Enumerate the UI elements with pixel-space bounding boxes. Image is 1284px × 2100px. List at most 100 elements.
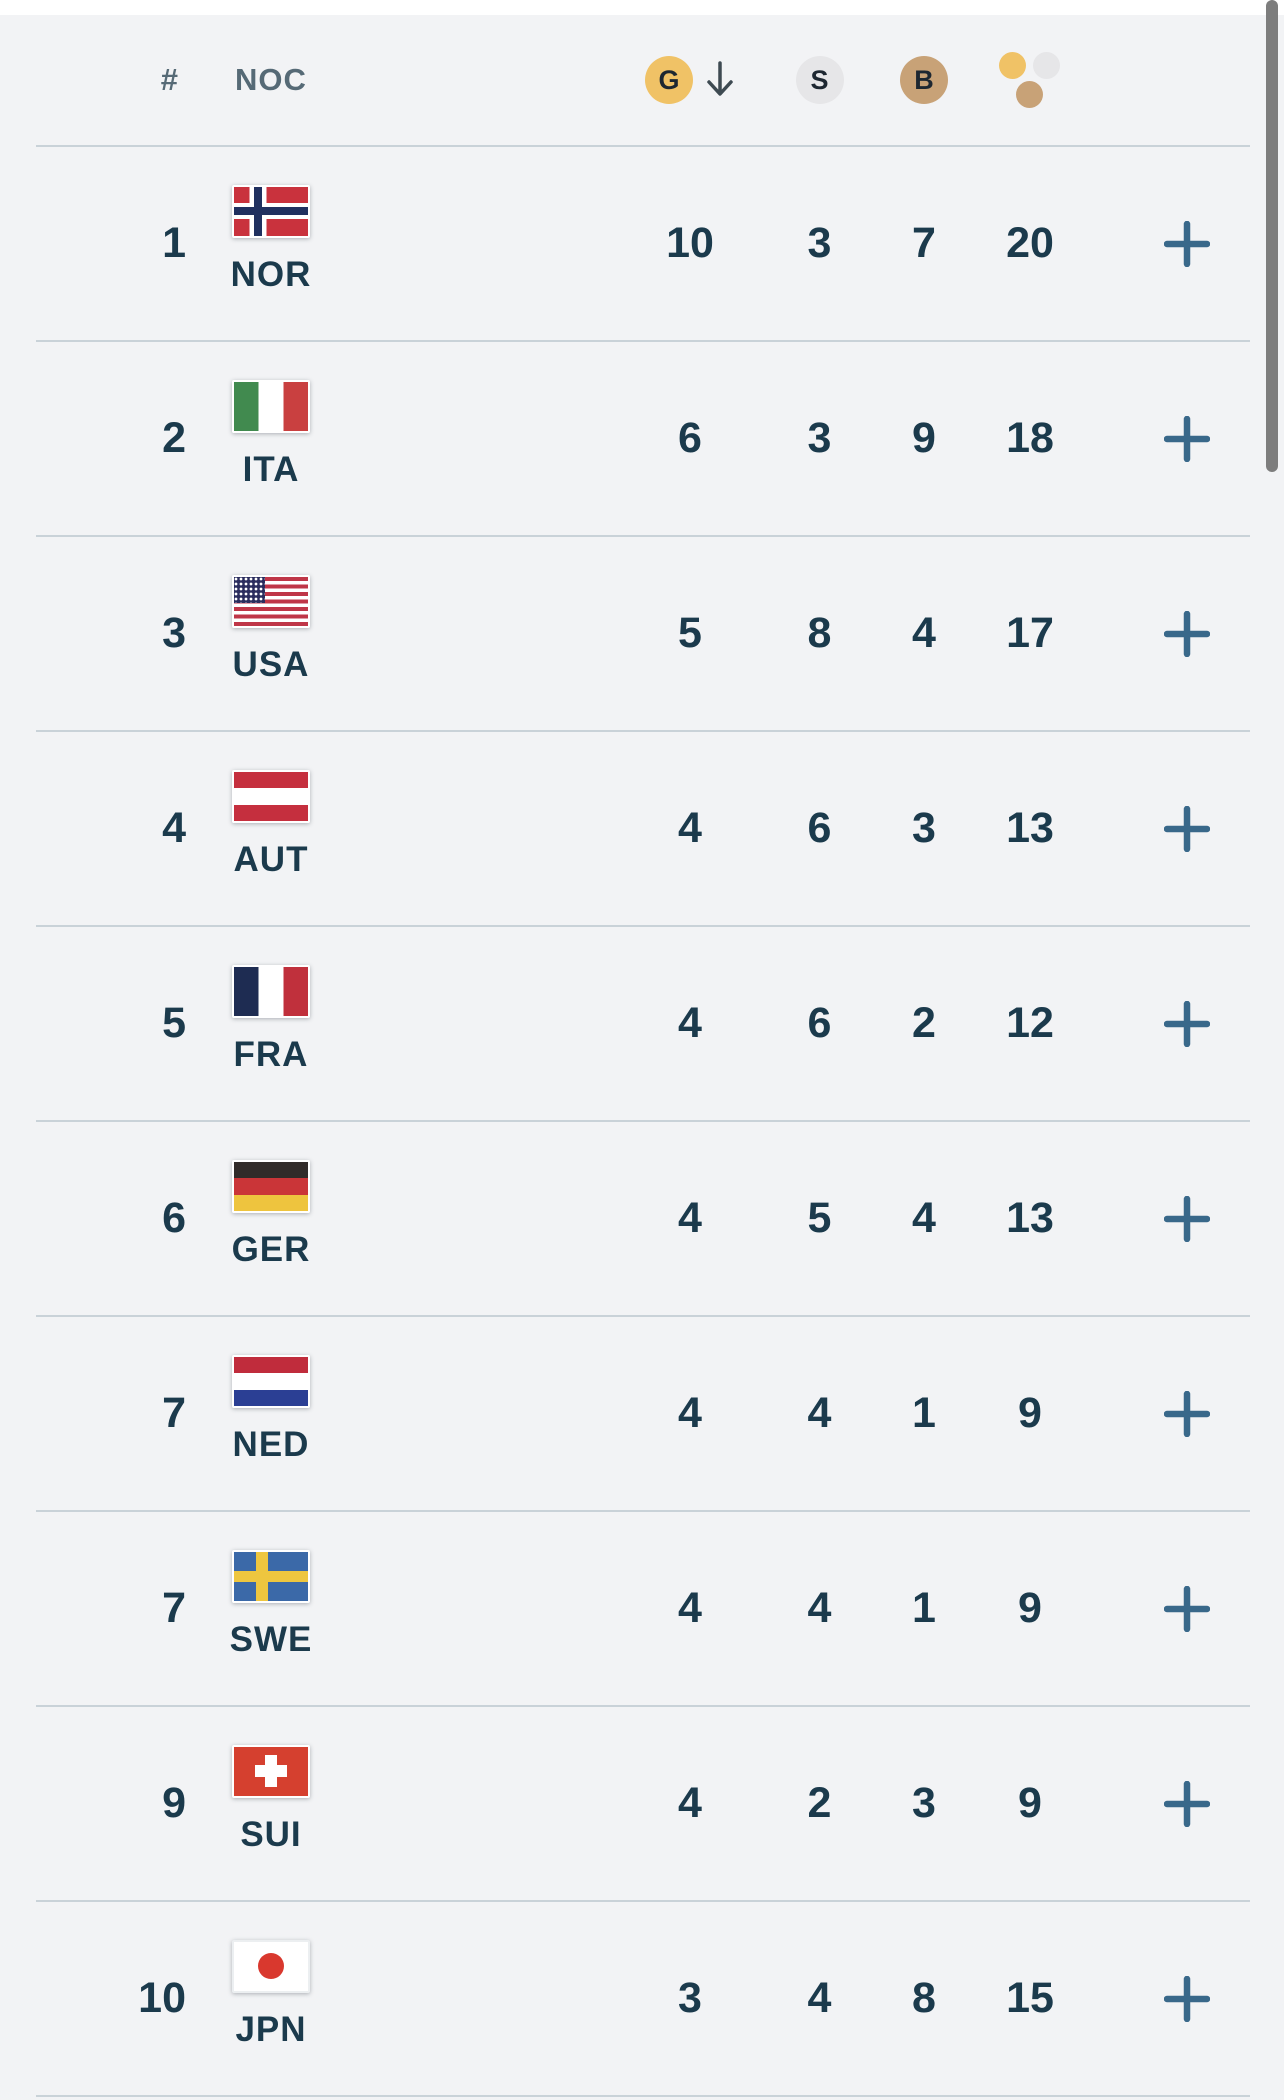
country-flag-icon — [232, 964, 310, 1018]
plus-icon — [1164, 220, 1210, 267]
silver-count: 4 — [807, 1584, 832, 1632]
gold-medal-icon: G — [645, 56, 693, 104]
noc-code: SUI — [240, 1814, 302, 1854]
gold-count: 6 — [678, 414, 702, 462]
table-row: 4 AUT 4 6 3 13 — [36, 730, 1250, 925]
total-count: 9 — [1018, 1584, 1042, 1632]
scrollbar[interactable] — [1266, 0, 1278, 472]
gold-sort-button[interactable]: G — [625, 56, 755, 104]
noc-code: SWE — [229, 1619, 313, 1659]
silver-circle-icon — [1033, 52, 1060, 79]
country-flag-icon — [232, 1159, 310, 1213]
table-row: 10 JPN 3 4 8 15 — [36, 1900, 1250, 2095]
silver-count: 8 — [807, 609, 832, 657]
bronze-count: 9 — [912, 414, 936, 462]
gold-count: 4 — [678, 1389, 702, 1437]
total-count: 9 — [1018, 1389, 1042, 1437]
noc-code: GER — [231, 1229, 311, 1269]
silver-sort-button[interactable]: S — [755, 56, 884, 104]
rank-value: 7 — [162, 1389, 186, 1437]
country-flag-icon — [232, 379, 310, 433]
silver-count: 5 — [807, 1194, 832, 1242]
bronze-medal-icon: B — [900, 56, 948, 104]
noc-code: USA — [232, 644, 310, 684]
gold-count: 4 — [678, 999, 702, 1047]
bronze-count: 8 — [912, 1974, 936, 2022]
plus-icon — [1164, 1195, 1210, 1242]
sort-descending-arrow-icon — [705, 60, 735, 100]
country-cell: FRA — [186, 964, 356, 1075]
country-flag-icon — [232, 769, 310, 823]
total-count: 15 — [1006, 1974, 1054, 2022]
bronze-count: 3 — [912, 804, 936, 852]
gold-count: 4 — [678, 804, 702, 852]
total-count: 13 — [1006, 1194, 1054, 1242]
country-flag-icon — [232, 1939, 310, 1993]
bottom-divider — [36, 2095, 1250, 2097]
bronze-count: 1 — [912, 1584, 936, 1632]
plus-icon — [1164, 1585, 1210, 1632]
total-sort-button[interactable] — [964, 51, 1096, 109]
country-cell: AUT — [186, 769, 356, 880]
status-strip — [0, 0, 1284, 15]
table-row: 2 ITA 6 3 9 18 — [36, 340, 1250, 535]
silver-count: 6 — [807, 999, 832, 1047]
expand-row-button[interactable] — [1164, 805, 1210, 852]
total-count: 9 — [1018, 1779, 1042, 1827]
country-flag-icon — [232, 1354, 310, 1408]
country-cell: ITA — [186, 379, 356, 490]
gold-count: 10 — [666, 219, 714, 267]
country-cell: SWE — [186, 1549, 356, 1660]
noc-code: AUT — [233, 839, 309, 879]
table-row: 1 NOR 10 3 7 20 — [36, 145, 1250, 340]
medal-table-rows: 1 NOR 10 3 7 20 2 ITA 6 3 9 — [0, 145, 1284, 2095]
noc-code: JPN — [235, 2009, 307, 2049]
silver-medal-icon: S — [795, 56, 844, 104]
expand-row-button[interactable] — [1164, 1585, 1210, 1632]
plus-icon — [1164, 1780, 1210, 1827]
table-header: # NOC G S B — [36, 15, 1250, 145]
country-flag-icon — [232, 1549, 310, 1603]
noc-column-header: NOC — [235, 62, 307, 97]
plus-icon — [1164, 610, 1210, 657]
bronze-count: 4 — [912, 609, 936, 657]
silver-count: 2 — [807, 1779, 832, 1827]
expand-row-button[interactable] — [1164, 220, 1210, 267]
bronze-sort-button[interactable]: B — [884, 56, 964, 104]
expand-row-button[interactable] — [1164, 415, 1210, 462]
expand-row-button[interactable] — [1164, 1390, 1210, 1437]
total-count: 17 — [1006, 609, 1054, 657]
gold-count: 3 — [678, 1974, 702, 2022]
silver-count: 3 — [807, 219, 832, 267]
country-cell: GER — [186, 1159, 356, 1270]
expand-row-button[interactable] — [1164, 1000, 1210, 1047]
rank-value: 10 — [138, 1974, 186, 2022]
silver-count: 3 — [807, 414, 832, 462]
expand-row-button[interactable] — [1164, 610, 1210, 657]
total-count: 18 — [1006, 414, 1054, 462]
expand-row-button[interactable] — [1164, 1975, 1210, 2022]
expand-row-button[interactable] — [1164, 1195, 1210, 1242]
plus-icon — [1164, 1000, 1210, 1047]
table-row: 5 FRA 4 6 2 12 — [36, 925, 1250, 1120]
rank-value: 2 — [162, 414, 186, 462]
silver-count: 6 — [807, 804, 832, 852]
total-count: 20 — [1006, 219, 1054, 267]
medal-circles-icon — [999, 51, 1061, 109]
noc-code: NED — [232, 1424, 310, 1464]
plus-icon — [1164, 1975, 1210, 2022]
noc-code: FRA — [233, 1034, 309, 1074]
noc-code: ITA — [242, 449, 300, 489]
table-row: 7 NED 4 4 1 9 — [36, 1315, 1250, 1510]
bronze-count: 2 — [912, 999, 936, 1047]
table-row: 7 SWE 4 4 1 9 — [36, 1510, 1250, 1705]
bronze-count: 7 — [912, 219, 936, 267]
rank-value: 9 — [162, 1779, 186, 1827]
plus-icon — [1164, 415, 1210, 462]
expand-row-button[interactable] — [1164, 1780, 1210, 1827]
bronze-count: 3 — [912, 1779, 936, 1827]
total-count: 12 — [1006, 999, 1054, 1047]
country-cell: JPN — [186, 1939, 356, 2050]
rank-value: 5 — [162, 999, 186, 1047]
